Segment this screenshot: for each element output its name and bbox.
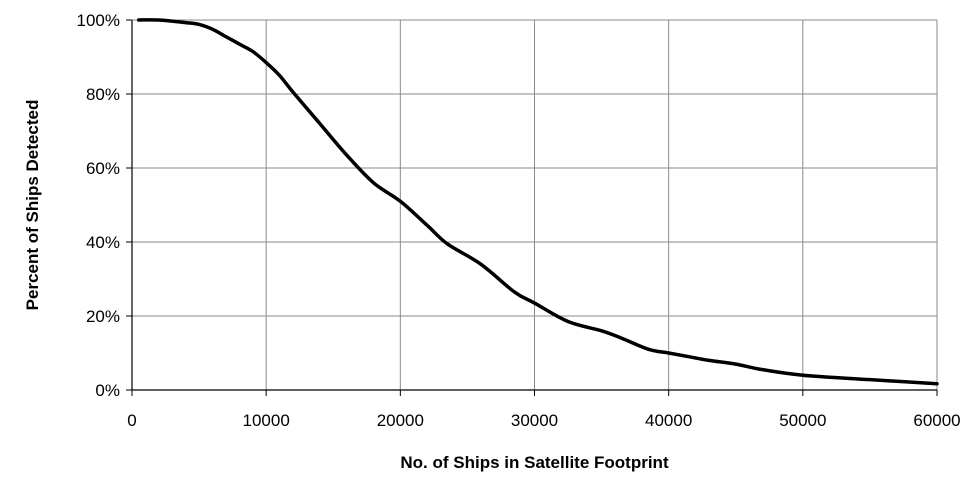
x-axis-title: No. of Ships in Satellite Footprint (400, 453, 669, 472)
x-tick-label: 0 (127, 411, 136, 430)
y-tick-labels: 0% 20% 40% 60% 80% 100% (77, 11, 120, 400)
y-tick-label: 80% (86, 85, 120, 104)
series-layer (136, 18, 939, 386)
x-tick-label: 10000 (243, 411, 290, 430)
x-tick-label: 30000 (511, 411, 558, 430)
y-tick-label: 40% (86, 233, 120, 252)
y-tick-label: 20% (86, 307, 120, 326)
x-tick-label: 40000 (645, 411, 692, 430)
series-line (136, 18, 939, 386)
axes (126, 19, 938, 396)
x-tick-labels: 0 10000 20000 30000 40000 50000 60000 (127, 411, 960, 430)
x-tick-label: 50000 (779, 411, 826, 430)
y-tick-label: 60% (86, 159, 120, 178)
y-axis-title: Percent of Ships Detected (23, 100, 42, 311)
gridlines (132, 19, 938, 390)
x-tick-label: 20000 (377, 411, 424, 430)
y-tick-label: 100% (77, 11, 120, 30)
y-tick-label: 0% (95, 381, 120, 400)
x-tick-label: 60000 (913, 411, 960, 430)
